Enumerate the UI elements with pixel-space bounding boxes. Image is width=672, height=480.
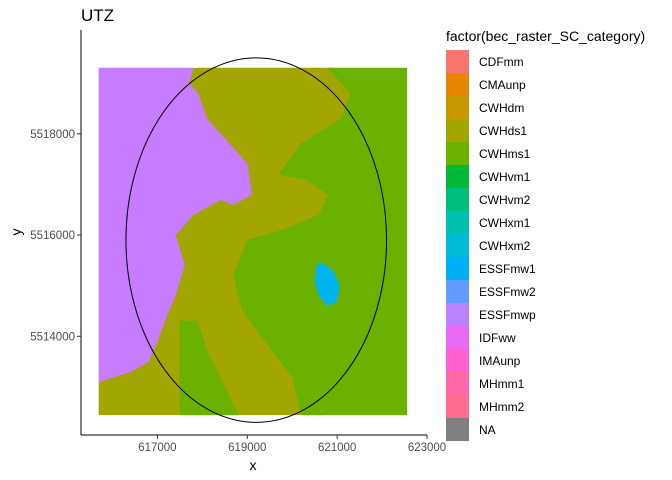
- legend-item-cwhvm1: CWHvm1: [446, 165, 645, 188]
- legend-swatch: [446, 50, 469, 73]
- legend-swatch: [446, 211, 469, 234]
- y-axis-title: y: [8, 229, 24, 236]
- legend-label: CMAunp: [479, 77, 526, 92]
- x-tick-label: 619000: [228, 442, 266, 454]
- legend: factor(bec_raster_SC_category) CDFmm CMAu…: [446, 28, 645, 441]
- legend-label: MHmm2: [479, 399, 525, 414]
- legend-item-cwhdm: CWHdm: [446, 96, 645, 119]
- legend-label: CWHds1: [479, 123, 528, 138]
- legend-item-imaunp: IMAunp: [446, 349, 645, 372]
- y-tick-label: 5516000: [30, 230, 75, 242]
- legend-item-cdfmm: CDFmm: [446, 50, 645, 73]
- overlay-layer: [125, 57, 388, 423]
- legend-swatch: [446, 280, 469, 303]
- legend-title: factor(bec_raster_SC_category): [446, 28, 646, 44]
- x-tick-label: 623000: [408, 442, 446, 454]
- legend-item-essfmwp: ESSFmwp: [446, 303, 645, 326]
- region-essfmw1-4: [314, 262, 340, 307]
- legend-label: IDFww: [479, 330, 516, 345]
- legend-label: MHmm1: [479, 376, 525, 391]
- legend-label: IMAunp: [479, 353, 521, 368]
- legend-label: ESSFmwp: [479, 307, 536, 322]
- legend-swatch: [446, 119, 469, 142]
- region-cwhms1-2: [233, 67, 408, 416]
- region-cwhms1-1: [179, 320, 239, 416]
- x-axis-title: x: [250, 457, 257, 473]
- legend-swatch: [446, 326, 469, 349]
- legend-swatch: [446, 349, 469, 372]
- x-tick-label: 617000: [138, 442, 176, 454]
- legend-item-cwhms1: CWHms1: [446, 142, 645, 165]
- legend-swatch: [446, 73, 469, 96]
- legend-swatch: [446, 142, 469, 165]
- axes-layer: 617000 619000 621000 623000 5514000 5516000 55…: [30, 30, 446, 454]
- legend-swatch: [446, 96, 469, 119]
- overlay-ellipse: [125, 57, 388, 423]
- legend-label: CWHdm: [479, 100, 525, 115]
- legend-label: CWHms1: [479, 146, 531, 161]
- legend-label: CWHxm2: [479, 238, 531, 253]
- legend-swatch: [446, 418, 469, 441]
- region-idfww-3: [98, 67, 253, 383]
- legend-label: CWHxm1: [479, 215, 531, 230]
- legend-swatch: [446, 303, 469, 326]
- legend-swatch: [446, 234, 469, 257]
- y-tick-label: 5518000: [30, 129, 75, 141]
- raster-layer: [98, 67, 408, 416]
- legend-item-cmaunp: CMAunp: [446, 73, 645, 96]
- legend-swatch: [446, 188, 469, 211]
- legend-item-essfmw1: ESSFmw1: [446, 257, 645, 280]
- chart-title: UTZ: [81, 6, 115, 25]
- legend-item-essfmw2: ESSFmw2: [446, 280, 645, 303]
- legend-label: ESSFmw1: [479, 261, 536, 276]
- legend-swatch: [446, 372, 469, 395]
- legend-item-mhmm1: MHmm1: [446, 372, 645, 395]
- legend-swatch: [446, 257, 469, 280]
- legend-items: CDFmm CMAunp CWHdm CWHds1 CWHms1 CWHvm1 CWHvm2…: [446, 50, 645, 441]
- legend-swatch: [446, 165, 469, 188]
- legend-label: CWHvm1: [479, 169, 531, 184]
- legend-label: ESSFmw2: [479, 284, 536, 299]
- legend-label: NA: [479, 422, 496, 437]
- legend-label: CDFmm: [479, 54, 524, 69]
- legend-swatch: [446, 395, 469, 418]
- legend-item-cwhxm1: CWHxm1: [446, 211, 645, 234]
- x-tick-label: 621000: [318, 442, 356, 454]
- legend-item-mhmm2: MHmm2: [446, 395, 645, 418]
- legend-label: CWHvm2: [479, 192, 531, 207]
- legend-item-cwhxm2: CWHxm2: [446, 234, 645, 257]
- legend-item-na: NA: [446, 418, 645, 441]
- legend-item-idfww: IDFww: [446, 326, 645, 349]
- y-tick-label: 5514000: [30, 331, 75, 343]
- legend-item-cwhds1: CWHds1: [446, 119, 645, 142]
- legend-item-cwhvm2: CWHvm2: [446, 188, 645, 211]
